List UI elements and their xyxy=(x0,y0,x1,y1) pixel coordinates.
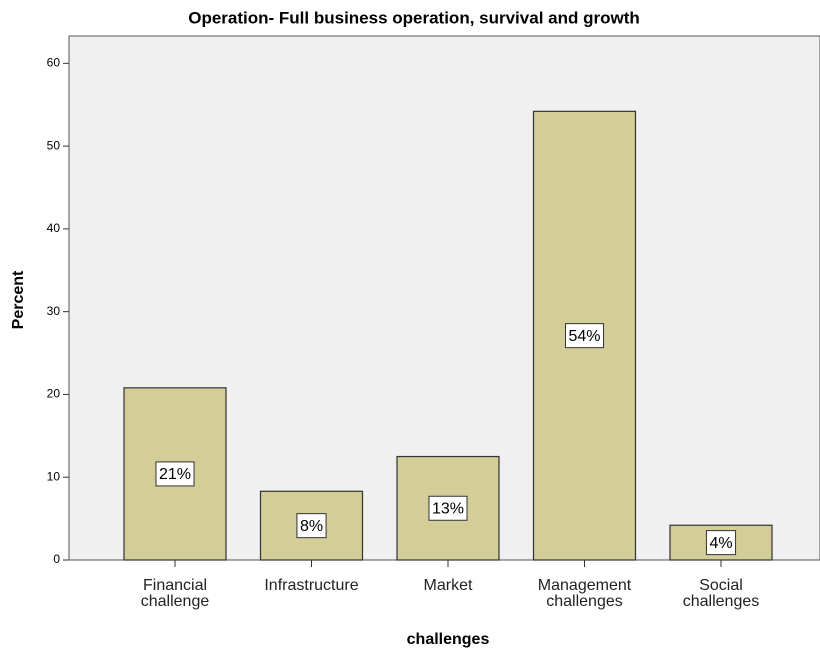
y-tick-label: 30 xyxy=(47,304,61,318)
x-tick-label: Financial challenge xyxy=(140,577,210,610)
value-label: 13% xyxy=(432,500,464,517)
y-tick-label: 0 xyxy=(53,552,60,566)
x-tick-label: Management challenges xyxy=(537,577,632,610)
x-tick-label: Social challenges xyxy=(682,577,760,610)
y-tick-label: 20 xyxy=(47,387,61,401)
y-tick-label: 60 xyxy=(47,55,61,69)
y-axis-label: Percent xyxy=(10,270,27,329)
value-label: 21% xyxy=(159,466,191,483)
y-tick-label: 50 xyxy=(47,138,61,152)
value-label-box xyxy=(428,495,468,521)
value-label-box xyxy=(564,323,605,349)
value-label-box xyxy=(155,461,195,487)
value-label: 8% xyxy=(300,518,323,535)
y-tick-label: 10 xyxy=(47,469,61,483)
y-tick-label: 40 xyxy=(47,221,61,235)
value-label: 4% xyxy=(709,535,732,552)
value-label-box xyxy=(705,530,737,556)
chart-title: Operation- Full business operation, surv… xyxy=(188,8,640,27)
x-tick-label: Infrastructure xyxy=(264,577,359,594)
value-label: 54% xyxy=(568,328,600,345)
x-tick-label: Market xyxy=(423,577,473,594)
value-label-box xyxy=(296,513,327,539)
x-axis-label: challenges xyxy=(407,631,490,648)
